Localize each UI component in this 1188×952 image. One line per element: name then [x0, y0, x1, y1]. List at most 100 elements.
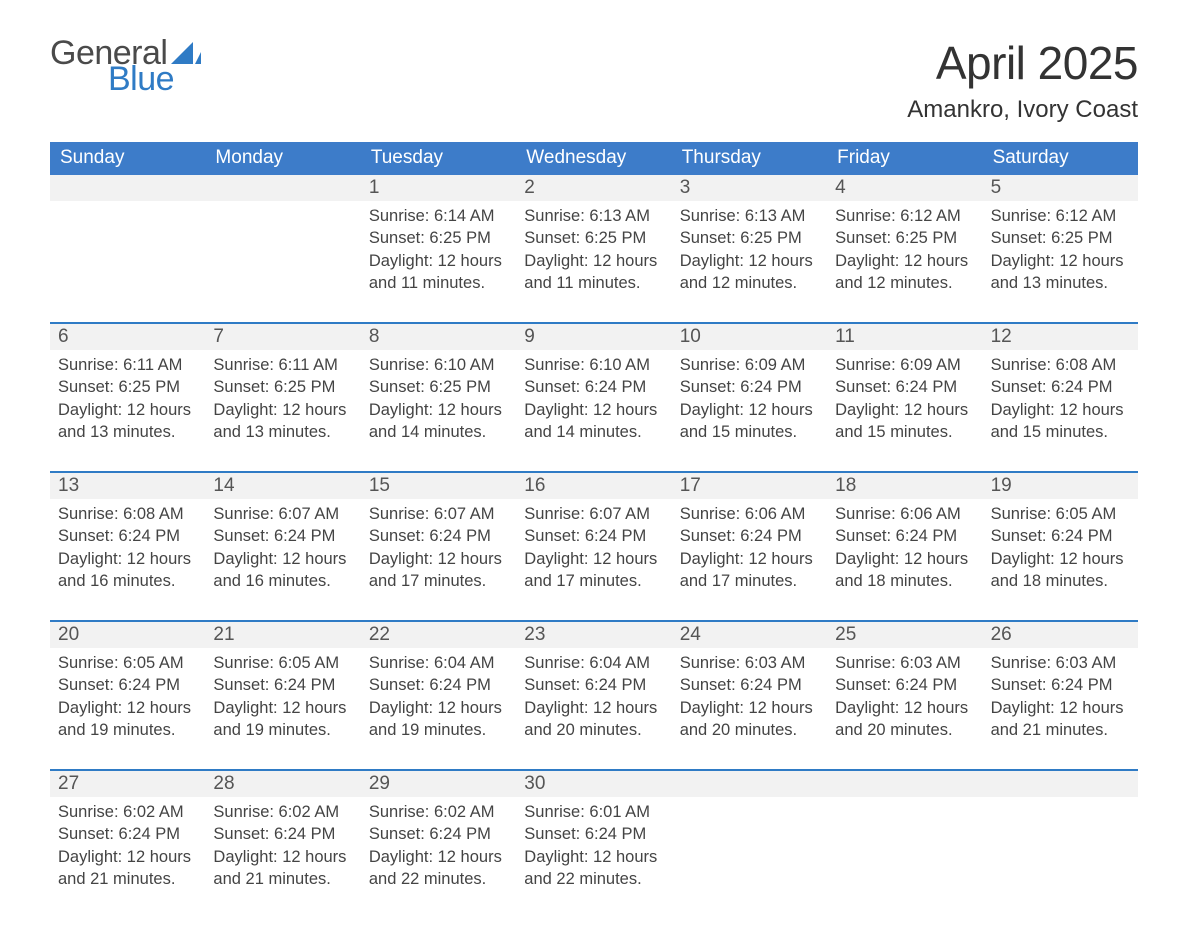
- day-number: 6: [50, 324, 205, 350]
- day-number: 24: [672, 622, 827, 648]
- day-number: [983, 771, 1138, 797]
- daylight-line-2: and 21 minutes.: [213, 868, 352, 890]
- day-body-row: Sunrise: 6:14 AMSunset: 6:25 PMDaylight:…: [50, 201, 1138, 306]
- sunset-line: Sunset: 6:24 PM: [524, 674, 663, 696]
- sunset-line: Sunset: 6:24 PM: [369, 674, 508, 696]
- day-number: 28: [205, 771, 360, 797]
- day-cell: Sunrise: 6:11 AMSunset: 6:25 PMDaylight:…: [50, 350, 205, 455]
- sunset-line: Sunset: 6:24 PM: [991, 674, 1130, 696]
- sunset-line: Sunset: 6:24 PM: [369, 525, 508, 547]
- sunset-line: Sunset: 6:24 PM: [680, 376, 819, 398]
- weekday-header: Friday: [827, 142, 982, 175]
- sunrise-line: Sunrise: 6:02 AM: [369, 801, 508, 823]
- sunrise-line: Sunrise: 6:07 AM: [524, 503, 663, 525]
- sunrise-line: Sunrise: 6:06 AM: [835, 503, 974, 525]
- daylight-line-1: Daylight: 12 hours: [213, 846, 352, 868]
- daylight-line-1: Daylight: 12 hours: [835, 250, 974, 272]
- weekday-header: Tuesday: [361, 142, 516, 175]
- day-cell: Sunrise: 6:07 AMSunset: 6:24 PMDaylight:…: [516, 499, 671, 604]
- day-number-row: 20212223242526: [50, 622, 1138, 648]
- sunrise-line: Sunrise: 6:09 AM: [835, 354, 974, 376]
- sunset-line: Sunset: 6:24 PM: [213, 823, 352, 845]
- sunrise-line: Sunrise: 6:04 AM: [524, 652, 663, 674]
- day-cell: Sunrise: 6:12 AMSunset: 6:25 PMDaylight:…: [827, 201, 982, 306]
- day-cell: [205, 201, 360, 306]
- daylight-line-1: Daylight: 12 hours: [369, 697, 508, 719]
- day-number: 21: [205, 622, 360, 648]
- weekday-header: Monday: [205, 142, 360, 175]
- sunset-line: Sunset: 6:24 PM: [835, 525, 974, 547]
- daylight-line-1: Daylight: 12 hours: [524, 399, 663, 421]
- weekday-header-row: SundayMondayTuesdayWednesdayThursdayFrid…: [50, 142, 1138, 175]
- day-cell: [983, 797, 1138, 902]
- sunrise-line: Sunrise: 6:06 AM: [680, 503, 819, 525]
- daylight-line-1: Daylight: 12 hours: [524, 250, 663, 272]
- sunrise-line: Sunrise: 6:09 AM: [680, 354, 819, 376]
- day-cell: Sunrise: 6:03 AMSunset: 6:24 PMDaylight:…: [983, 648, 1138, 753]
- sunrise-line: Sunrise: 6:05 AM: [58, 652, 197, 674]
- sunrise-line: Sunrise: 6:02 AM: [58, 801, 197, 823]
- daylight-line-2: and 14 minutes.: [369, 421, 508, 443]
- sunrise-line: Sunrise: 6:03 AM: [991, 652, 1130, 674]
- weeks-container: 12345Sunrise: 6:14 AMSunset: 6:25 PMDayl…: [50, 175, 1138, 902]
- day-cell: Sunrise: 6:08 AMSunset: 6:24 PMDaylight:…: [983, 350, 1138, 455]
- sunset-line: Sunset: 6:24 PM: [991, 376, 1130, 398]
- sunset-line: Sunset: 6:24 PM: [524, 525, 663, 547]
- day-body-row: Sunrise: 6:05 AMSunset: 6:24 PMDaylight:…: [50, 648, 1138, 753]
- daylight-line-1: Daylight: 12 hours: [369, 846, 508, 868]
- day-number: 14: [205, 473, 360, 499]
- sunrise-line: Sunrise: 6:02 AM: [213, 801, 352, 823]
- brand-logo: General Blue: [50, 36, 201, 96]
- sunset-line: Sunset: 6:24 PM: [835, 376, 974, 398]
- daylight-line-2: and 17 minutes.: [369, 570, 508, 592]
- daylight-line-2: and 17 minutes.: [680, 570, 819, 592]
- day-cell: Sunrise: 6:02 AMSunset: 6:24 PMDaylight:…: [50, 797, 205, 902]
- sunrise-line: Sunrise: 6:11 AM: [213, 354, 352, 376]
- sunset-line: Sunset: 6:25 PM: [991, 227, 1130, 249]
- day-number: 26: [983, 622, 1138, 648]
- daylight-line-2: and 19 minutes.: [369, 719, 508, 741]
- day-cell: Sunrise: 6:13 AMSunset: 6:25 PMDaylight:…: [672, 201, 827, 306]
- daylight-line-1: Daylight: 12 hours: [369, 399, 508, 421]
- daylight-line-1: Daylight: 12 hours: [58, 399, 197, 421]
- daylight-line-2: and 21 minutes.: [58, 868, 197, 890]
- sunrise-line: Sunrise: 6:10 AM: [524, 354, 663, 376]
- day-cell: [827, 797, 982, 902]
- day-cell: Sunrise: 6:09 AMSunset: 6:24 PMDaylight:…: [672, 350, 827, 455]
- day-number: 20: [50, 622, 205, 648]
- sunset-line: Sunset: 6:25 PM: [369, 227, 508, 249]
- daylight-line-1: Daylight: 12 hours: [213, 548, 352, 570]
- day-number: 9: [516, 324, 671, 350]
- day-cell: Sunrise: 6:03 AMSunset: 6:24 PMDaylight:…: [672, 648, 827, 753]
- sunset-line: Sunset: 6:25 PM: [369, 376, 508, 398]
- sunset-line: Sunset: 6:24 PM: [524, 376, 663, 398]
- sunrise-line: Sunrise: 6:11 AM: [58, 354, 197, 376]
- day-number: 19: [983, 473, 1138, 499]
- daylight-line-2: and 18 minutes.: [835, 570, 974, 592]
- day-cell: Sunrise: 6:13 AMSunset: 6:25 PMDaylight:…: [516, 201, 671, 306]
- sunset-line: Sunset: 6:25 PM: [524, 227, 663, 249]
- daylight-line-1: Daylight: 12 hours: [58, 697, 197, 719]
- day-number: 10: [672, 324, 827, 350]
- weekday-header: Saturday: [983, 142, 1138, 175]
- sunset-line: Sunset: 6:25 PM: [213, 376, 352, 398]
- day-cell: Sunrise: 6:06 AMSunset: 6:24 PMDaylight:…: [827, 499, 982, 604]
- daylight-line-2: and 22 minutes.: [369, 868, 508, 890]
- day-cell: Sunrise: 6:14 AMSunset: 6:25 PMDaylight:…: [361, 201, 516, 306]
- daylight-line-1: Daylight: 12 hours: [835, 697, 974, 719]
- daylight-line-1: Daylight: 12 hours: [991, 399, 1130, 421]
- sunset-line: Sunset: 6:24 PM: [680, 525, 819, 547]
- day-number: 3: [672, 175, 827, 201]
- logo-sail-icon: [171, 42, 201, 64]
- weekday-header: Sunday: [50, 142, 205, 175]
- daylight-line-1: Daylight: 12 hours: [835, 399, 974, 421]
- day-number: 8: [361, 324, 516, 350]
- sunrise-line: Sunrise: 6:13 AM: [524, 205, 663, 227]
- sunset-line: Sunset: 6:25 PM: [680, 227, 819, 249]
- day-number: [672, 771, 827, 797]
- daylight-line-1: Daylight: 12 hours: [680, 399, 819, 421]
- page-subtitle: Amankro, Ivory Coast: [907, 96, 1138, 124]
- sunrise-line: Sunrise: 6:12 AM: [991, 205, 1130, 227]
- sunrise-line: Sunrise: 6:13 AM: [680, 205, 819, 227]
- daylight-line-1: Daylight: 12 hours: [369, 250, 508, 272]
